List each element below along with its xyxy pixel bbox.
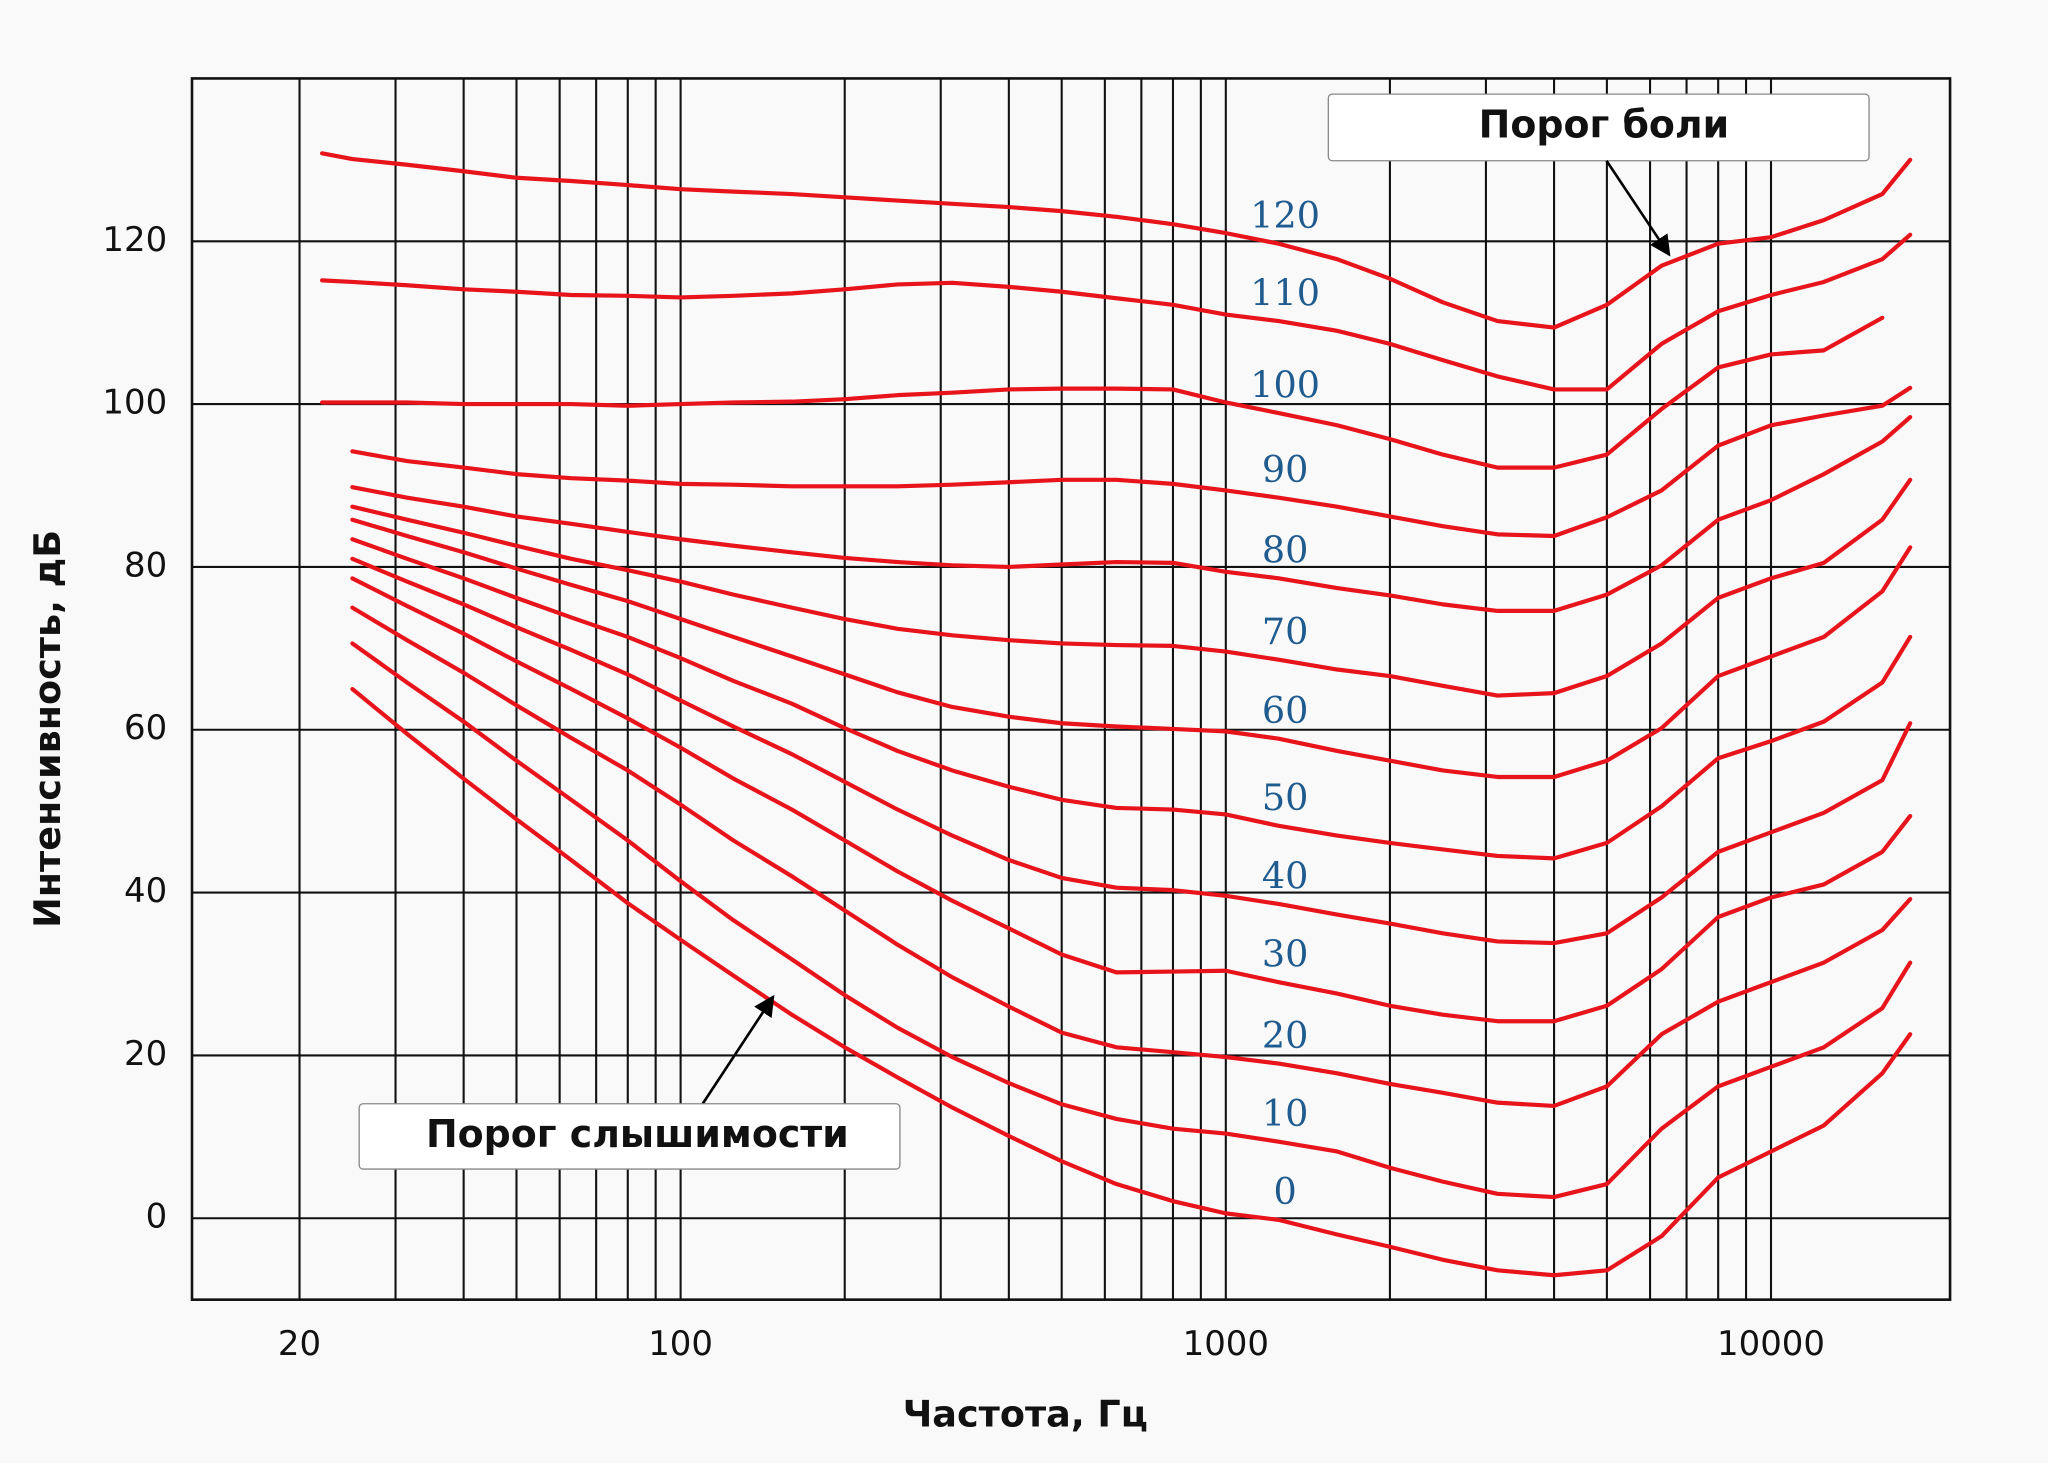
loudness-curve	[319, 151, 1913, 330]
curve-label: 100	[1250, 363, 1320, 406]
loudness-curve	[350, 641, 1913, 1200]
y-tick-label: 80	[124, 545, 167, 585]
y-axis-title: Интенсивность, дБ	[26, 530, 69, 928]
loudness-curve	[350, 385, 1913, 539]
curves	[319, 151, 1913, 1278]
loudness-curve	[319, 315, 1885, 470]
loudness-curve	[350, 415, 1913, 613]
y-tick-label: 20	[124, 1034, 167, 1074]
loudness-curve	[350, 686, 1913, 1278]
curve-label: 40	[1262, 854, 1309, 897]
curve-label: 120	[1250, 194, 1320, 237]
x-axis-title: Частота, Гц	[903, 1392, 1148, 1435]
curve-label: 50	[1262, 776, 1309, 819]
curve-label: 80	[1262, 529, 1309, 572]
x-tick-label: 100	[648, 1324, 713, 1364]
curve-label: 10	[1262, 1092, 1309, 1135]
loudness-curve	[350, 576, 1913, 1024]
y-tick-label: 100	[102, 383, 167, 423]
curve-label: 20	[1262, 1014, 1309, 1057]
loudness-curve	[319, 232, 1913, 392]
y-tick-label: 0	[146, 1197, 168, 1237]
curve-label: 60	[1262, 689, 1309, 732]
annotation-box	[1327, 93, 1870, 162]
annotation-threshold: Порог слышимости	[358, 994, 901, 1170]
plot-frame	[190, 77, 1952, 1301]
loudness-curve	[350, 605, 1913, 1108]
x-tick-label: 20	[278, 1324, 321, 1364]
curve-label: 30	[1262, 932, 1309, 975]
loudness-curve	[350, 556, 1913, 946]
loudness-curve	[350, 537, 1913, 861]
annotation-pain: Порог боли	[1327, 93, 1870, 257]
y-tick-label: 120	[102, 220, 167, 260]
annotation-box	[358, 1103, 901, 1170]
y-tick-label: 60	[124, 708, 167, 748]
annotation-arrow	[1605, 159, 1671, 257]
curve-label: 110	[1250, 271, 1320, 314]
curve-label: 70	[1262, 610, 1309, 653]
loudness-curve	[350, 477, 1913, 698]
curve-label: 0	[1274, 1170, 1297, 1213]
annotation-text: Порог боли	[1479, 102, 1729, 146]
annotation-arrow	[701, 994, 775, 1105]
x-tick-label: 1000	[1183, 1324, 1269, 1364]
x-tick-label: 10000	[1717, 1324, 1825, 1364]
loudness-curve	[350, 517, 1913, 780]
y-tick-label: 40	[124, 871, 167, 911]
curve-label: 90	[1262, 448, 1309, 491]
annotation-text: Порог слышимости	[426, 1112, 849, 1156]
